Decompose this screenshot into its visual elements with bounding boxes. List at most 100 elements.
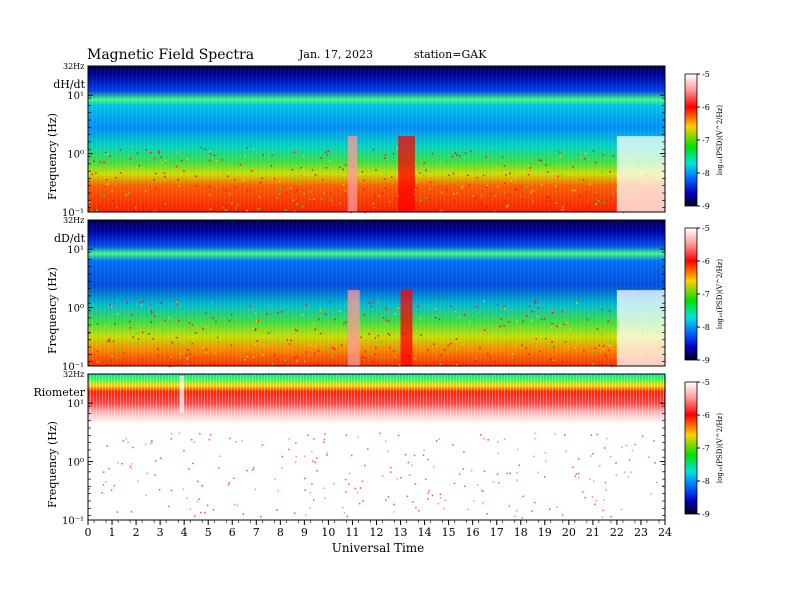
speckle-mark	[548, 200, 551, 202]
speckle-mark	[303, 192, 305, 195]
speckle-mark	[433, 466, 435, 468]
speckle-mark	[423, 162, 425, 164]
speckle-mark	[521, 517, 524, 519]
speckle-mark	[257, 207, 260, 210]
speckle-mark	[585, 199, 588, 202]
speckle-mark	[99, 161, 102, 163]
speckle-mark	[428, 155, 431, 157]
speckle-mark	[574, 475, 576, 477]
speckle-mark	[228, 319, 231, 322]
speckle-mark	[497, 441, 499, 443]
speckle-mark	[252, 467, 255, 469]
speckle-mark	[384, 440, 387, 443]
speckle-mark	[144, 443, 147, 446]
speckle-mark	[319, 310, 322, 312]
speckle-mark	[208, 439, 211, 441]
speckle-mark	[446, 189, 448, 191]
speckle-mark	[520, 195, 522, 198]
speckle-mark	[114, 322, 116, 325]
speckle-mark	[311, 483, 313, 485]
speckle-mark	[244, 358, 246, 361]
speckle-mark	[208, 317, 210, 320]
y-tick-label: 10¹	[67, 399, 84, 410]
speckle-mark	[364, 325, 366, 327]
speckle-mark	[589, 206, 591, 209]
speckle-mark	[551, 359, 554, 362]
speckle-mark	[423, 449, 425, 451]
speckle-mark	[291, 168, 294, 171]
speckle-mark	[601, 516, 603, 519]
speckle-mark	[172, 317, 175, 320]
panel-name: dD/dt	[54, 232, 86, 245]
speckle-mark	[178, 432, 181, 435]
speckle-mark	[354, 487, 356, 490]
speckle-mark	[342, 168, 344, 171]
speckle-mark	[572, 466, 574, 469]
speckle-mark	[345, 491, 347, 493]
speckle-mark	[545, 208, 548, 211]
speckle-mark	[195, 332, 197, 334]
speckle-mark	[521, 344, 523, 346]
y-tick-label: 10¹	[67, 91, 84, 102]
speckle-mark	[208, 159, 211, 162]
speckle-mark	[481, 344, 483, 347]
speckle-mark	[135, 332, 138, 335]
speckle-mark	[590, 321, 593, 324]
speckle-mark	[242, 179, 244, 181]
panel-frame	[87, 65, 666, 213]
speckle-mark	[472, 195, 475, 197]
speckle-mark	[408, 474, 411, 476]
speckle-mark	[497, 452, 500, 455]
speckle-mark	[364, 354, 367, 357]
speckle-mark	[193, 441, 196, 443]
speckle-mark	[325, 167, 328, 169]
y-axis-label: Frequency (Hz)	[46, 267, 59, 354]
speckle-mark	[447, 195, 449, 198]
speckle-mark	[276, 196, 278, 199]
x-tick-label: 2	[133, 526, 140, 539]
speckle-mark	[154, 460, 157, 462]
speckle-mark	[494, 210, 496, 213]
speckle-mark	[213, 362, 216, 364]
speckle-mark	[274, 353, 276, 356]
speckle-mark	[381, 357, 383, 359]
speckle-mark	[255, 328, 257, 330]
speckle-mark	[150, 151, 152, 154]
speckle-mark	[296, 355, 298, 358]
speckle-mark	[373, 341, 376, 344]
x-tick-label: 23	[634, 526, 648, 539]
speckle-mark	[586, 200, 588, 202]
speckle-mark	[413, 454, 416, 457]
speckle-mark	[200, 511, 202, 514]
speckle-mark	[384, 157, 386, 159]
speckle-mark	[570, 331, 572, 333]
speckle-mark	[88, 168, 91, 171]
speckle-mark	[231, 314, 233, 316]
speckle-mark	[202, 485, 204, 487]
speckle-mark	[342, 183, 345, 186]
date-label: Jan. 17, 2023	[298, 48, 373, 61]
speckle-mark	[441, 191, 443, 194]
event-mark	[179, 376, 185, 413]
speckle-mark	[455, 338, 458, 340]
speckle-mark	[399, 364, 401, 366]
speckle-mark	[195, 185, 198, 187]
speckle-mark	[586, 319, 588, 321]
speckle-mark	[547, 196, 550, 198]
speckle-mark	[111, 200, 114, 202]
speckle-mark	[147, 166, 149, 168]
speckle-mark	[269, 305, 272, 308]
speckle-mark	[311, 450, 313, 453]
speckle-mark	[505, 333, 508, 335]
speckle-mark	[477, 484, 479, 486]
speckle-mark	[252, 469, 254, 471]
speckle-mark	[662, 485, 664, 487]
speckle-mark	[545, 200, 547, 203]
speckle-mark	[193, 356, 196, 359]
speckle-mark	[535, 301, 537, 304]
top-frequency-label: 32Hz	[63, 370, 84, 379]
speckle-mark	[387, 496, 390, 498]
speckle-mark	[458, 316, 460, 318]
speckle-mark	[225, 209, 227, 211]
speckle-mark	[370, 305, 373, 308]
